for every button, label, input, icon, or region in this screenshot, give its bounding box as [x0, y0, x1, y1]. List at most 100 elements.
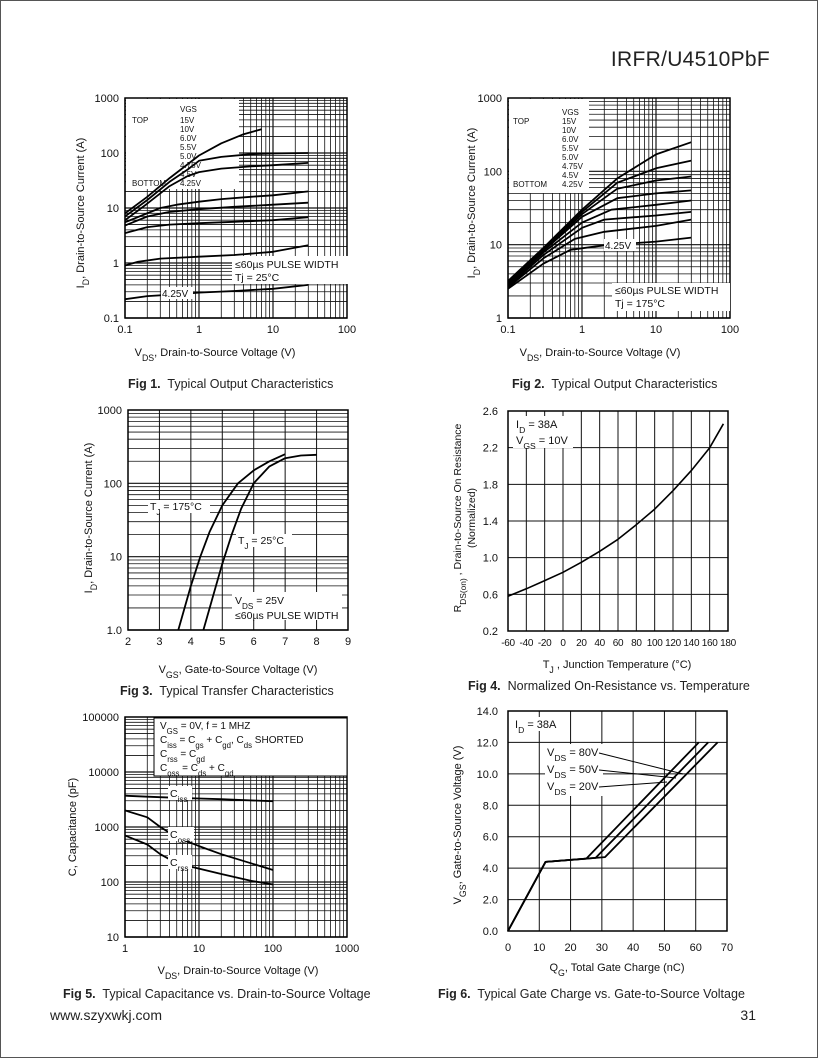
x-tick-label: 10 [650, 324, 662, 336]
y-tick-label: 1 [496, 313, 502, 325]
legend-entry: 4.75V [562, 162, 584, 171]
series-line-Ciss [124, 794, 274, 803]
annotation-bg [236, 534, 292, 547]
y-tick-label: 100 [101, 877, 119, 889]
annotation-bg [604, 239, 636, 251]
x-tick-label: 80 [631, 638, 642, 649]
annotation-temp: Tj = 175°C [615, 298, 665, 310]
x-tick-label: 0 [505, 942, 511, 954]
legend-entry: 5.5V [562, 144, 579, 153]
fig2-chart: 0.1 1 10 1001101001000VGSTOPBOTTOM15V10V6.0… [466, 93, 739, 363]
x-tick-label: 1000 [335, 943, 359, 955]
leader-line-50 [598, 769, 677, 779]
fig1-chart: 0.1 1 10 100 0.1 1 10 100 1000 VGS TOP BOTTOM 15V10V… [75, 93, 356, 363]
legend-bottom: BOTTOM [513, 180, 547, 189]
legend-entry: 4.25V [180, 179, 202, 188]
y-tick-label: 100 [484, 166, 502, 178]
x-tick-label: 1 [122, 943, 128, 955]
x-tick-label: 9 [345, 636, 351, 648]
x-tick-label: 5 [219, 636, 225, 648]
y-tick-label: 100 [101, 148, 119, 160]
legend-entry: 6.0V [180, 134, 197, 143]
y-tick-label: 1000 [95, 93, 119, 105]
legend-entry: 4.25V [562, 180, 584, 189]
series-line-Coss [124, 809, 274, 871]
x-axis-label: VDS, Drain-to-Source Voltage (V) [158, 965, 319, 981]
plot-border [124, 97, 348, 319]
y-axis-label: C, Capacitance (pF) [67, 778, 79, 876]
fig3-chart: 2 3 4 5 6 7 8 9 1.0 10 100 1000 TJ = 175°C TJ = 25°C V… [83, 405, 351, 680]
y-tick-label: 4.0 [483, 863, 498, 875]
y-tick-label: 12.0 [477, 737, 498, 749]
x-tick-label: 10 [533, 942, 545, 954]
x-tick-label: 100 [338, 324, 356, 336]
y-axis-label-normalized: (Normalized) [466, 488, 478, 548]
legend-entry: 4.5V [562, 171, 579, 180]
x-tick-label: 2 [125, 636, 131, 648]
annotation-pulse: ≤60µs PULSE WIDTH [235, 610, 338, 622]
legend-entry: 15V [180, 116, 195, 125]
annotation-bg [148, 500, 210, 513]
y-tick-label: 2.6 [483, 406, 498, 418]
x-tick-label: 100 [721, 324, 739, 336]
fig3-caption: Fig 3. Typical Transfer Characteristics [120, 684, 334, 698]
annotation-pulse: ≤60µs PULSE WIDTH [235, 259, 338, 271]
annotation-pulse: ≤60µs PULSE WIDTH [615, 285, 718, 297]
x-tick-label: 70 [721, 942, 733, 954]
x-tick-label: 60 [613, 638, 624, 649]
series-line-VDS-20V [507, 741, 700, 932]
x-tick-label: 0 [560, 638, 566, 649]
x-tick-label: 7 [282, 636, 288, 648]
legend-bottom: BOTTOM [132, 179, 166, 188]
y-tick-label: 10 [107, 932, 119, 944]
x-tick-label: 1 [196, 324, 202, 336]
legend-top: TOP [132, 116, 148, 125]
annotation-vds80: VDS = 80V [547, 747, 599, 763]
plot-border [124, 716, 348, 938]
y-tick-label: 1.0 [483, 553, 498, 565]
annotation-id: ID = 38A [515, 719, 557, 735]
annotation-bg [545, 744, 603, 796]
annotation-bg [161, 287, 193, 299]
fig1-caption: Fig 1. Typical Output Characteristics [128, 377, 334, 391]
fig6-caption: Fig 6. Typical Gate Charge vs. Gate-to-S… [438, 987, 745, 1001]
x-tick-label: 10 [267, 324, 279, 336]
series-line-5-5V [507, 189, 692, 285]
y-tick-label: 10 [110, 552, 122, 564]
y-tick-label: 10 [490, 240, 502, 252]
y-tick-label: 0.1 [104, 313, 119, 325]
series-line-4-75V [124, 216, 309, 234]
x-tick-label: 20 [564, 942, 576, 954]
series-line-4-25V [124, 284, 309, 301]
x-tick-label: 100 [264, 943, 282, 955]
fig4-caption: Fig 4. Normalized On-Resistance vs. Temp… [468, 679, 750, 693]
annotation-temp: Tj = 25°C [235, 272, 280, 284]
y-tick-label: 1000 [95, 822, 119, 834]
legend-border [153, 717, 348, 777]
x-tick-label: 10 [193, 943, 205, 955]
x-axis-label: VDS, Drain-to-Source Voltage (V) [135, 347, 296, 363]
legend-entry: 4.75V [180, 161, 202, 170]
fig6-chart: 0 10 20 30 40 50 60 70 0.0 2.0 4.0 6.0 8.0 10.0 12.0 14… [452, 706, 733, 978]
x-axis-label: VGS, Gate-to-Source Voltage (V) [159, 664, 318, 680]
part-number: IRFR/U4510PbF [610, 48, 770, 71]
annotation-bg [513, 416, 573, 448]
legend-header: VGS [562, 108, 579, 117]
annotation-tj25: TJ = 25°C [238, 535, 284, 551]
fig2-caption: Fig 2. Typical Output Characteristics [512, 377, 718, 391]
legend-line: VGS = 0V, f = 1 MHZ [160, 721, 250, 736]
series-line-4-25V [507, 236, 692, 290]
x-tick-label: 20 [576, 638, 587, 649]
series-line-15V [124, 128, 262, 215]
annotation-vgs: VGS = 10V [516, 435, 569, 451]
leader-line-20 [598, 781, 668, 788]
x-tick-label: 0.1 [500, 324, 515, 336]
series-line-6-0V [124, 162, 309, 221]
plot-border [507, 710, 728, 932]
y-axis-label: RDS(on) , Drain-to-Source On Resistance [452, 423, 468, 612]
legend-entry: 6.0V [562, 135, 579, 144]
annotation-vgs: 4.25V [162, 289, 188, 300]
y-tick-label: 10 [107, 203, 119, 215]
legend-entry: 4.5V [180, 170, 197, 179]
series-line-5-0V [124, 201, 309, 227]
